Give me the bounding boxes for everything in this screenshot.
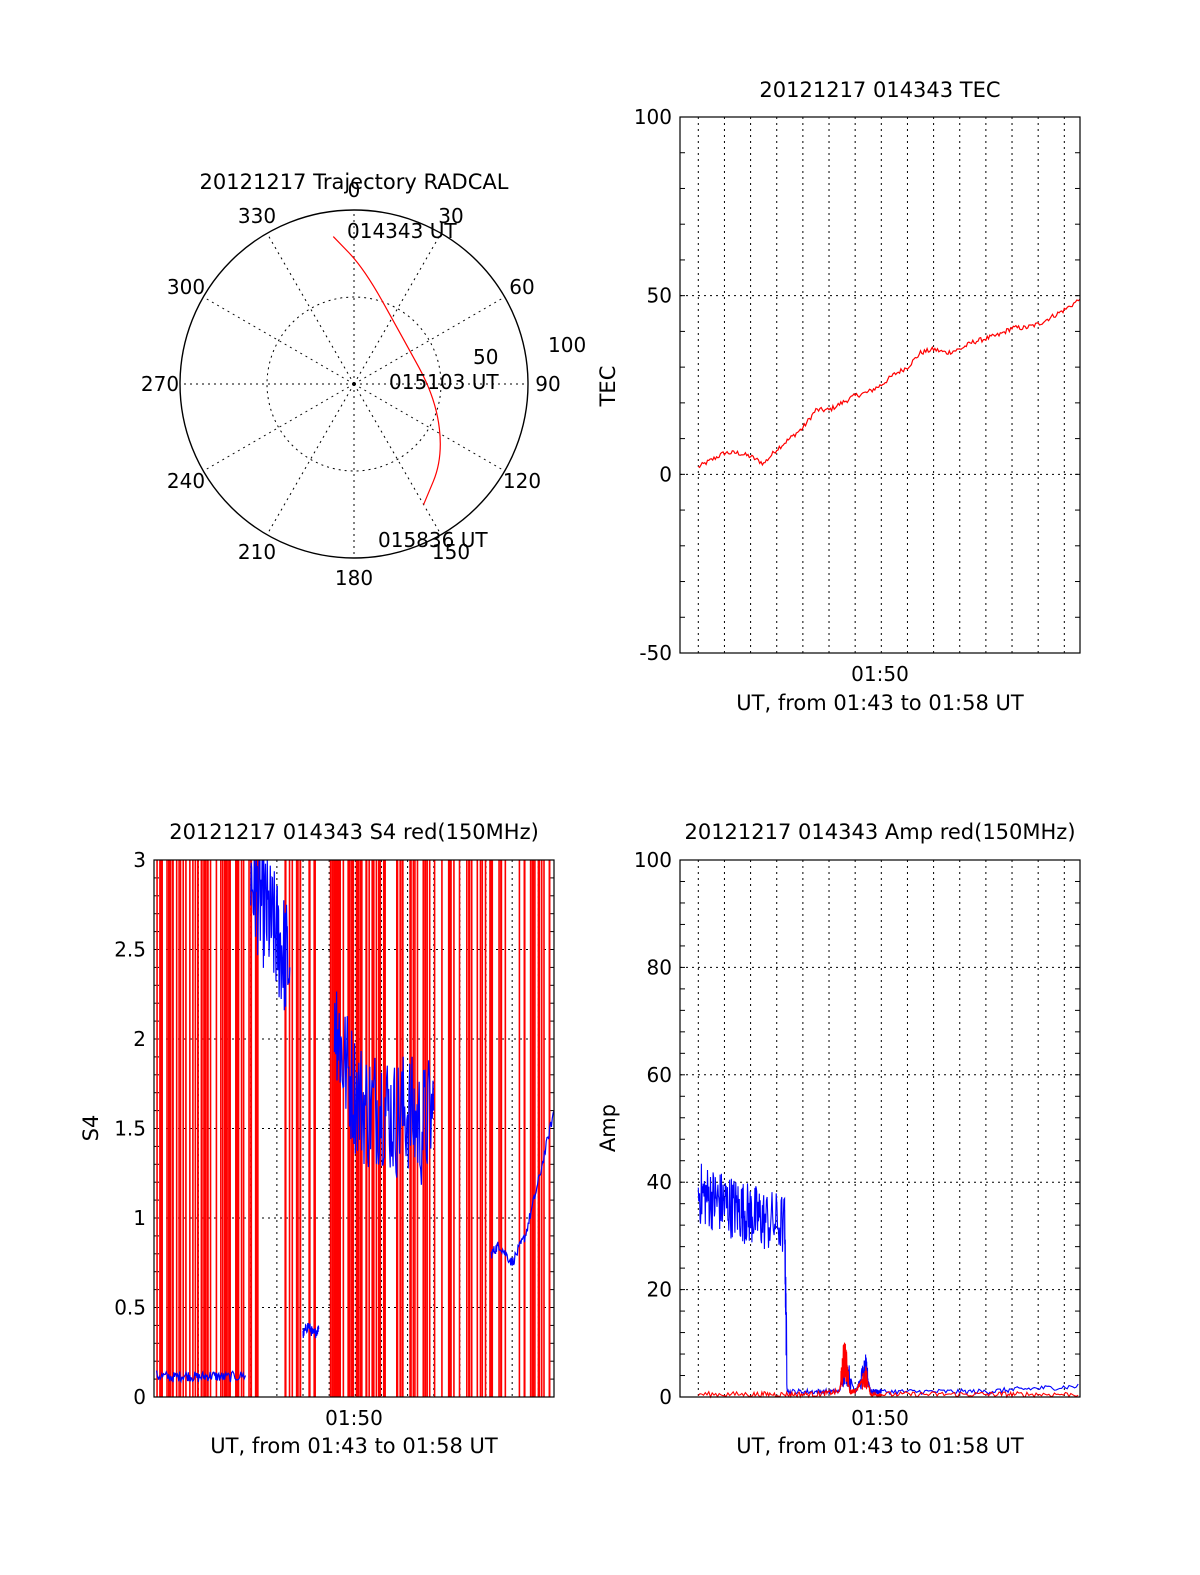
- amp-chart: 20121217 014343 Amp red(150MHz) 0 20 40 60 8…: [596, 820, 1081, 1458]
- s4-x-tick-label: 01:50: [325, 1406, 383, 1430]
- azimuth-label: 90: [535, 372, 560, 396]
- y-tick-label: 3: [133, 848, 146, 872]
- y-tick-label: 20: [647, 1278, 672, 1302]
- tec-chart: 20121217 014343 TEC -50 0 50 100 01:50 UT, …: [596, 78, 1081, 715]
- radial-label-50: 50: [473, 345, 498, 369]
- amp-plot-frame: [679, 859, 1081, 1398]
- y-tick-label: 0: [659, 462, 672, 486]
- s4-y-axis-label: S4: [79, 1115, 103, 1142]
- y-tick-label: 0: [133, 1385, 146, 1409]
- amp-series-blue: [697, 1163, 1079, 1397]
- s4-series: [156, 860, 554, 1397]
- tec-series: [697, 298, 1081, 469]
- y-tick-label: 2.5: [114, 938, 146, 962]
- azimuth-label: 120: [503, 469, 541, 493]
- s4-blue-segment: [156, 1370, 247, 1384]
- amp-title: 20121217 014343 Amp red(150MHz): [684, 820, 1075, 844]
- y-tick-label: -50: [639, 641, 672, 665]
- y-tick-label: 80: [647, 955, 672, 979]
- y-tick-label: 100: [634, 105, 672, 129]
- y-tick-label: 60: [647, 1063, 672, 1087]
- y-tick-label: 0.5: [114, 1296, 146, 1320]
- s4-blue-segment: [333, 991, 435, 1185]
- tec-plot-frame: [679, 116, 1081, 654]
- azimuth-label: 180: [335, 566, 373, 590]
- polar-spoke: [203, 296, 355, 385]
- amp-series: [697, 1163, 1079, 1399]
- annotation-end-time: 015836 UT: [378, 528, 488, 552]
- amp-tick-labels: 0 20 40 60 80 100: [634, 848, 672, 1409]
- annotation-mid-time: 015103 UT: [389, 370, 499, 394]
- amp-series-red: [697, 1342, 1079, 1399]
- y-tick-label: 50: [647, 284, 672, 308]
- polar-grid: [179, 209, 529, 559]
- amp-x-axis-label: UT, from 01:43 to 01:58 UT: [736, 1434, 1024, 1458]
- polar-spoke: [266, 383, 355, 535]
- azimuth-label: 0: [348, 178, 361, 202]
- s4-chart: 20121217 014343 S4 red(150MHz) 0 0.5 1 1.5 2…: [79, 820, 555, 1458]
- s4-tick-labels: 0 0.5 1 1.5 2 2.5 3: [114, 848, 146, 1409]
- y-tick-label: 1.5: [114, 1117, 146, 1141]
- polar-spoke: [266, 233, 355, 385]
- tec-x-tick-label: 01:50: [851, 662, 909, 686]
- s4-title: 20121217 014343 S4 red(150MHz): [169, 820, 539, 844]
- polar-spoke: [203, 383, 355, 472]
- trajectory-track: [332, 236, 441, 505]
- polar-outer-circle: [179, 209, 529, 559]
- annotation-start-time: 014343 UT: [347, 219, 457, 243]
- amp-x-tick-label: 01:50: [851, 1406, 909, 1430]
- polar-spoke: [353, 296, 505, 385]
- tec-title: 20121217 014343 TEC: [759, 78, 1000, 102]
- y-tick-label: 0: [659, 1385, 672, 1409]
- amp-grid: [680, 859, 1080, 1398]
- y-tick-label: 2: [133, 1027, 146, 1051]
- y-tick-label: 40: [647, 1170, 672, 1194]
- azimuth-label: 60: [509, 275, 534, 299]
- polar-spoke: [353, 383, 505, 472]
- polar-azimuth-labels: 0 30 60 90 120 150 180 210 240 270 300 330: [141, 178, 561, 590]
- azimuth-label: 330: [238, 204, 276, 228]
- polar-spoke: [353, 383, 442, 535]
- s4-blue-segment: [250, 860, 291, 1011]
- s4-blue-segment: [302, 1322, 320, 1339]
- y-tick-label: 100: [634, 848, 672, 872]
- amp-y-axis-label: Amp: [596, 1104, 620, 1152]
- azimuth-label: 30: [438, 204, 463, 228]
- polar-spoke: [353, 233, 442, 385]
- tec-y-axis-label: TEC: [596, 366, 620, 408]
- tec-series-line: [697, 298, 1081, 469]
- azimuth-label: 210: [238, 540, 276, 564]
- s4-plot-frame: [153, 859, 555, 1398]
- trajectory-title: 20121217 Trajectory RADCAL: [200, 170, 509, 194]
- azimuth-label: 150: [432, 540, 470, 564]
- azimuth-label: 300: [167, 275, 205, 299]
- trajectory-polar-chart: 20121217 Trajectory RADCAL 0 30 60 90 120 150…: [141, 170, 586, 590]
- tec-tick-labels: -50 0 50 100: [634, 105, 672, 665]
- radial-label-100: 100: [548, 333, 586, 357]
- tec-x-axis-label: UT, from 01:43 to 01:58 UT: [736, 691, 1024, 715]
- polar-inner-circle: [266, 296, 442, 472]
- azimuth-label: 240: [167, 469, 205, 493]
- azimuth-label: 270: [141, 372, 179, 396]
- y-tick-label: 1: [133, 1206, 146, 1230]
- s4-clipped-marks: [156, 860, 554, 1397]
- s4-blue-segment: [490, 1110, 554, 1266]
- s4-x-axis-label: UT, from 01:43 to 01:58 UT: [210, 1434, 498, 1458]
